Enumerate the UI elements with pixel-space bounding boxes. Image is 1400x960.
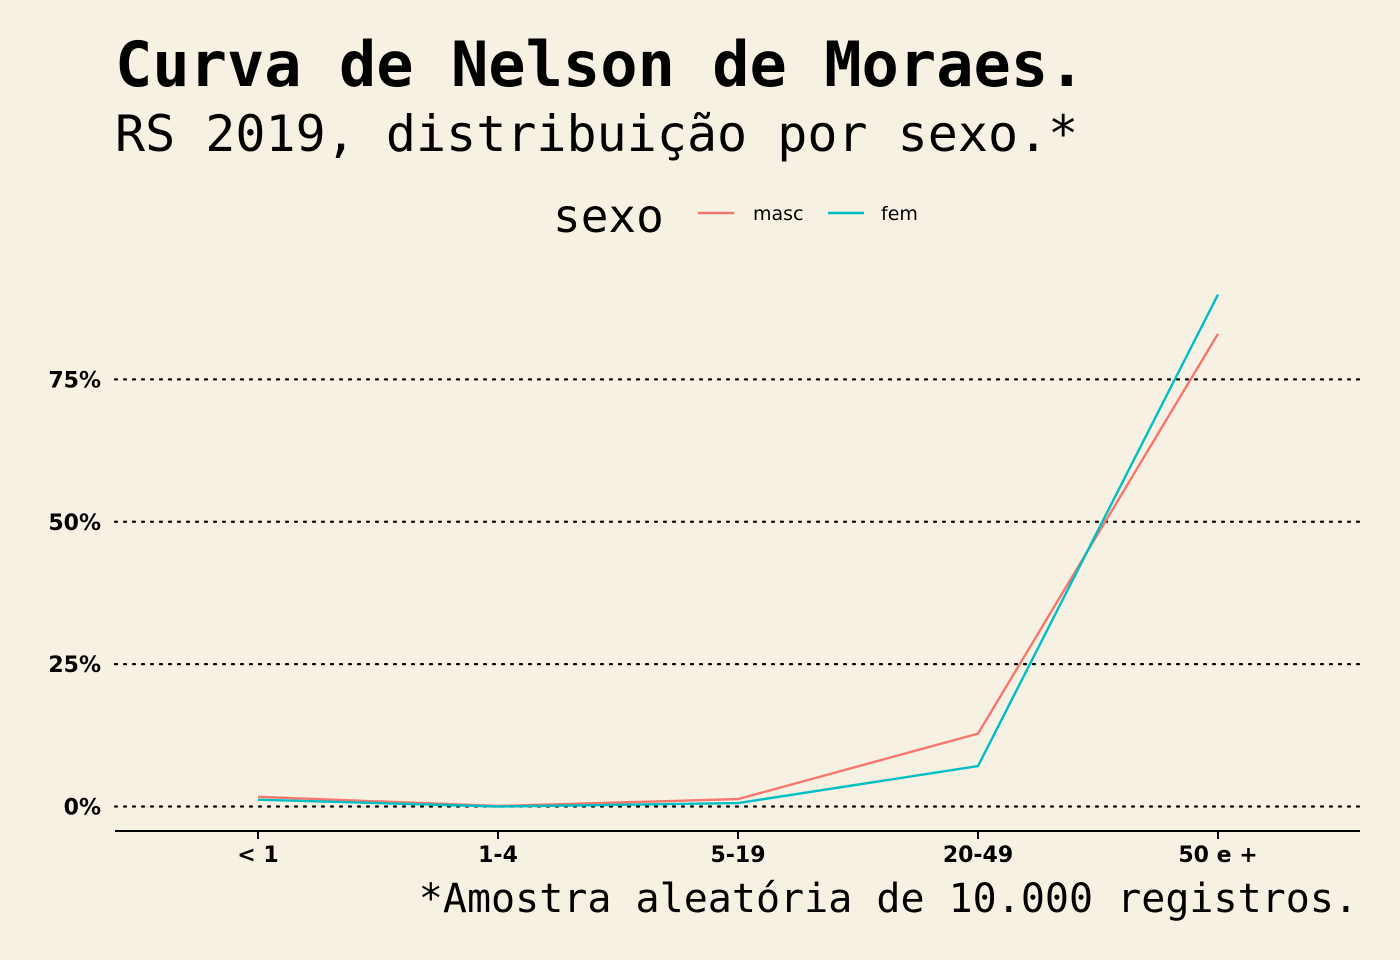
legend-label-fem: fem [881, 203, 918, 225]
x-tick-label: 1-4 [478, 843, 518, 868]
x-tick-label: < 1 [237, 843, 278, 868]
series-lines [257, 293, 1220, 808]
series-line-fem [257, 293, 1220, 808]
y-axis-ticks: 0% 25% 50% 75% [48, 368, 101, 820]
gridlines [113, 378, 1362, 808]
y-tick-label: 25% [48, 653, 101, 678]
series-line-masc [257, 333, 1220, 808]
legend-label-masc: masc [753, 203, 804, 225]
x-tick-label: 5-19 [710, 843, 765, 868]
y-tick-label: 75% [48, 368, 101, 393]
x-axis-ticks: < 1 1-4 5-19 20-49 50 e + [237, 831, 1258, 868]
y-tick-label: 50% [48, 511, 101, 536]
chart-title: Curva de Nelson de Moraes. [115, 28, 1086, 101]
chart-caption: *Amostra aleatória de 10.000 registros. [419, 876, 1358, 922]
chart-subtitle: RS 2019, distribuição por sexo.* [115, 105, 1078, 163]
x-tick-label: 50 e + [1178, 843, 1257, 868]
y-tick-label: 0% [64, 796, 101, 821]
legend: sexo masc fem [553, 189, 918, 243]
legend-title: sexo [553, 189, 664, 243]
x-tick-label: 20-49 [943, 843, 1013, 868]
